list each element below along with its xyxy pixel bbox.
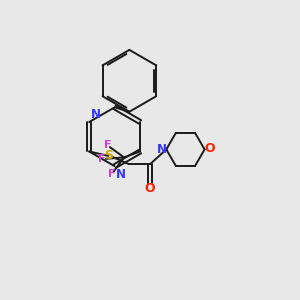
Text: O: O — [205, 142, 215, 155]
Text: N: N — [91, 108, 100, 121]
Text: O: O — [145, 182, 155, 195]
Text: N: N — [157, 143, 166, 156]
Text: F: F — [98, 154, 106, 164]
Text: N: N — [116, 168, 126, 181]
Text: F: F — [108, 169, 116, 179]
Text: S: S — [104, 149, 113, 162]
Text: F: F — [104, 140, 111, 150]
